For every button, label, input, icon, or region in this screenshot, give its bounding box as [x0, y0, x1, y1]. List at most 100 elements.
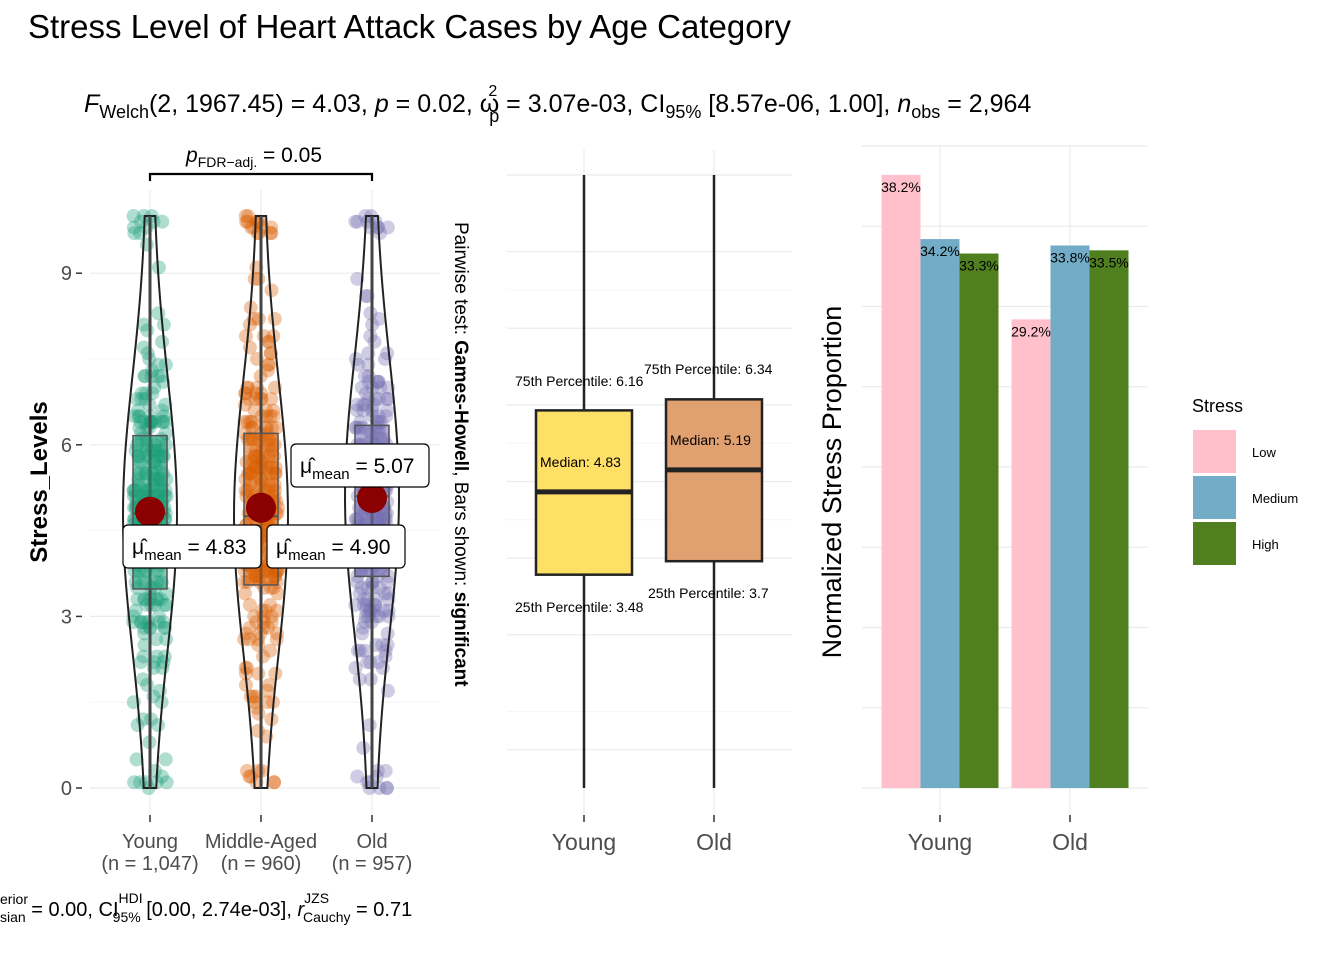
data-point [371, 655, 386, 670]
data-point [247, 695, 262, 710]
y-axis-label: Stress_Levels [26, 401, 53, 562]
data-point [348, 214, 363, 229]
mean-label-text: μ̂mean = 5.07 [300, 455, 414, 483]
data-point [378, 763, 393, 778]
data-point [356, 740, 371, 755]
data-point [158, 397, 173, 412]
data-point [264, 392, 279, 407]
mean-point [135, 496, 165, 527]
data-point [129, 392, 144, 407]
y-tick-label: 0 [61, 778, 72, 800]
data-point [352, 586, 367, 601]
data-point [155, 334, 170, 349]
bar-medium-old [1050, 245, 1090, 788]
data-point [158, 586, 173, 601]
bar-label: 38.2% [881, 179, 921, 195]
data-point [267, 775, 282, 790]
data-point [366, 397, 381, 412]
data-point [363, 329, 378, 344]
data-point [242, 769, 257, 784]
data-point [131, 403, 146, 418]
data-point [372, 781, 387, 795]
data-point [363, 603, 378, 618]
data-point [151, 260, 166, 275]
data-point [350, 575, 365, 590]
data-point [240, 414, 255, 429]
data-point [379, 392, 394, 407]
data-point [260, 420, 275, 435]
legend-key-high [1193, 522, 1236, 565]
data-point [158, 752, 173, 767]
data-point [354, 380, 369, 395]
data-point [247, 271, 262, 286]
data-point [263, 643, 278, 658]
data-point [265, 420, 280, 435]
data-point [377, 586, 392, 601]
data-point [261, 357, 276, 372]
data-point [350, 214, 365, 229]
data-point [156, 409, 171, 424]
data-point [372, 609, 387, 624]
data-point [151, 615, 166, 630]
data-point [267, 311, 282, 326]
data-point [269, 420, 284, 435]
data-point [261, 620, 276, 635]
data-point [155, 414, 170, 429]
data-point [261, 334, 276, 349]
data-point [262, 334, 277, 349]
data-point [358, 609, 373, 624]
mean-point [246, 492, 276, 523]
data-point [240, 214, 255, 229]
data-point [259, 409, 274, 424]
x-tick-label: Old [356, 831, 387, 853]
data-point [136, 620, 151, 635]
bar-high-young [959, 253, 999, 788]
data-point [380, 220, 395, 235]
data-point [237, 414, 252, 429]
data-point [246, 220, 261, 235]
data-point [137, 414, 152, 429]
y-tick-label: 9 [61, 263, 72, 285]
data-point [371, 409, 386, 424]
data-point [380, 403, 395, 418]
mean-label-old: μ̂mean = 5.07 [290, 443, 430, 488]
data-point [238, 586, 253, 601]
data-point [362, 718, 377, 733]
data-point [350, 643, 365, 658]
bar-label: 29.2% [1011, 323, 1051, 339]
data-point [127, 226, 142, 241]
data-point [248, 386, 263, 401]
data-point [375, 638, 390, 652]
data-point [251, 632, 266, 647]
data-point [357, 615, 372, 630]
data-point [363, 220, 378, 235]
data-point [380, 575, 395, 590]
data-point [141, 615, 156, 630]
mean-label-text: μ̂mean = 4.90 [276, 536, 390, 564]
data-point [354, 580, 369, 595]
legend-key-low [1193, 430, 1236, 473]
data-point [137, 317, 152, 332]
data-point [242, 597, 257, 612]
data-point [238, 329, 253, 344]
stats-subtitle: FWelch(2, 1967.45) = 4.03, p = 0.02, ω2 p… [84, 83, 1031, 126]
data-point [239, 660, 254, 675]
data-point [373, 226, 388, 241]
data-point [151, 306, 166, 321]
data-point [137, 369, 152, 384]
data-point [358, 386, 373, 401]
data-point [356, 403, 371, 418]
data-point [126, 220, 141, 235]
data-point [263, 597, 278, 612]
data-point [371, 392, 386, 407]
data-point [129, 752, 144, 767]
mean-label-box [122, 524, 262, 569]
data-point [380, 346, 395, 361]
data-point [378, 649, 393, 664]
data-point [256, 649, 271, 664]
data-point [130, 592, 145, 607]
bar-low-young [881, 174, 921, 788]
data-point [379, 781, 394, 795]
x-tick-count: (n = 960) [221, 853, 302, 875]
